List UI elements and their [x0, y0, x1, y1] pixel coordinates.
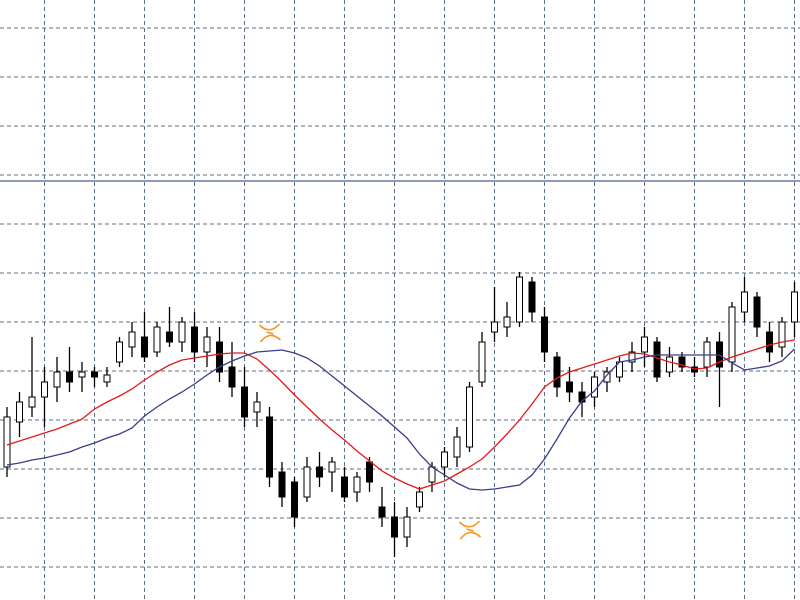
candle-body: [628, 351, 636, 363]
candle-body: [203, 336, 211, 353]
candle-body: [378, 506, 386, 518]
candle-body: [253, 401, 261, 413]
candle-body: [428, 466, 436, 483]
candle-body: [666, 356, 673, 373]
candle-body: [541, 316, 548, 353]
candle-body: [791, 291, 798, 323]
candle-body: [191, 326, 198, 353]
candle-body: [316, 466, 323, 478]
candle-body: [366, 461, 373, 483]
candle-body: [678, 356, 686, 368]
candle-body: [528, 281, 536, 313]
candle-body: [128, 331, 136, 348]
candle-body: [303, 466, 311, 498]
candle-body: [28, 396, 36, 408]
candle-body: [66, 371, 73, 383]
candle-body: [166, 331, 173, 343]
candle-body: [641, 336, 648, 353]
candle-body: [41, 381, 48, 398]
candle-body: [441, 451, 448, 468]
candle-body: [328, 461, 336, 473]
fractal-marker: [458, 520, 482, 540]
candle-body: [591, 376, 598, 398]
candle-body: [466, 386, 473, 448]
candle-body: [153, 326, 161, 353]
candle-body: [503, 316, 511, 328]
candle-body: [16, 401, 23, 423]
candle-body: [78, 371, 86, 378]
candle-body: [766, 331, 773, 353]
candle-body: [566, 381, 573, 393]
candle-body: [516, 276, 523, 323]
candle-body: [228, 366, 236, 388]
candle-body: [53, 371, 61, 388]
candle-body: [278, 471, 286, 498]
fractal-marker: [258, 323, 282, 343]
candle-body: [241, 386, 248, 418]
candle-body: [753, 296, 761, 328]
candle-body: [178, 321, 186, 343]
candle-body: [216, 341, 223, 373]
candle-body: [778, 321, 786, 348]
moving-average-line: [6, 348, 795, 491]
candle-body: [491, 321, 498, 333]
candle-body: [391, 516, 398, 538]
candle-body: [403, 516, 411, 538]
candle-body: [553, 356, 561, 388]
candle-body: [291, 481, 298, 518]
candle-body: [416, 491, 423, 508]
candle-body: [116, 341, 123, 363]
candle-body: [141, 336, 148, 358]
candle-body: [603, 371, 611, 383]
candle-body: [341, 476, 348, 498]
candle-body: [353, 476, 361, 493]
candle-body: [741, 291, 748, 313]
moving-average-line: [6, 339, 795, 490]
candle-body: [453, 436, 461, 458]
candle-body: [653, 341, 661, 378]
candle-body: [266, 416, 273, 478]
candle-body: [103, 374, 111, 383]
candle-body: [728, 306, 736, 363]
candle-body: [478, 341, 486, 383]
candle-body: [91, 371, 98, 378]
candle-body: [3, 416, 11, 468]
